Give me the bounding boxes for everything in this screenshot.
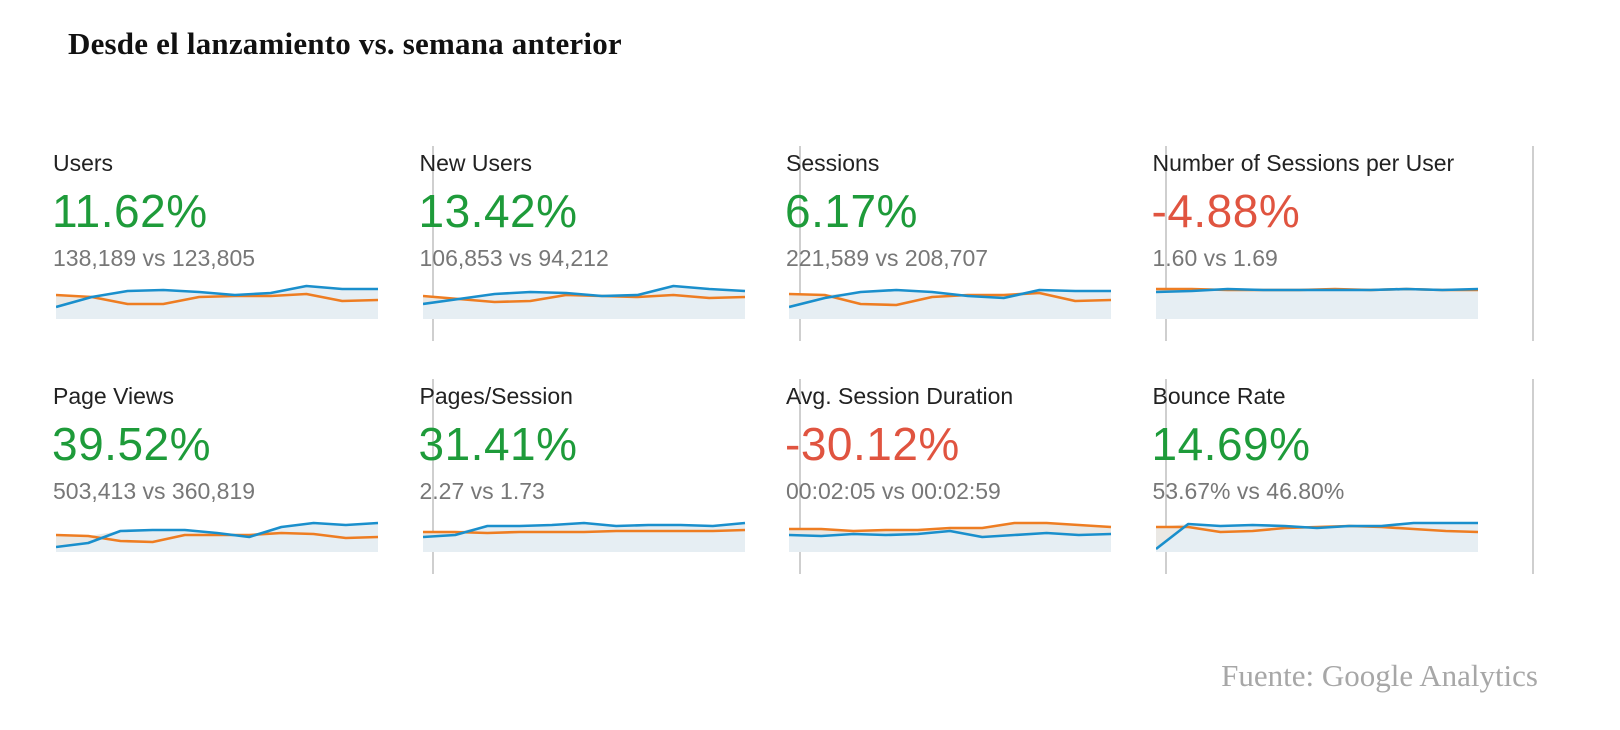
sparkline-previous-line: [56, 292, 379, 306]
sparkline-current-line: [56, 284, 378, 309]
page-title: Desde el lanzamiento vs. semana anterior: [68, 26, 622, 61]
sparkline: [56, 521, 379, 552]
metric-name: Page Views: [53, 383, 175, 409]
sparkline-current-fill: [789, 531, 1111, 552]
sparkline-current-fill: [422, 523, 745, 552]
metric-comparison: 00:02:05 vs 00:02:59: [786, 478, 1001, 504]
sparkline: [1155, 287, 1478, 319]
metric-name: Sessions: [786, 150, 880, 176]
sparkline-current-line: [422, 284, 745, 306]
metric-change: 6.17%: [785, 185, 918, 237]
metric-change: 39.52%: [52, 418, 212, 470]
metric-card-users: Users 11.62% 138,189 vs 123,805: [52, 146, 434, 341]
card-divider: [1165, 379, 1167, 574]
sparkline-current-line: [56, 521, 379, 549]
sparkline: [422, 284, 745, 319]
metric-card-new-users: New Users 13.42% 106,853 vs 94,212: [419, 146, 801, 341]
metric-card-bounce-rate: Bounce Rate 14.69% 53.67% vs 46.80%: [1152, 379, 1534, 574]
sparkline-current-fill: [56, 523, 378, 552]
metric-comparison: 106,853 vs 94,212: [419, 245, 609, 271]
card-divider: [1531, 146, 1534, 341]
source-note: Fuente: Google Analytics: [1221, 658, 1538, 693]
sparkline-current-fill: [1155, 289, 1478, 319]
card-divider: [798, 146, 801, 341]
metric-comparison: 503,413 vs 360,819: [53, 478, 256, 504]
sparkline-current-line: [422, 521, 745, 539]
metric-name: New Users: [419, 150, 532, 176]
metric-name: Number of Sessions per User: [1152, 150, 1455, 176]
sparkline-current-line: [1155, 287, 1478, 294]
card-divider: [432, 146, 434, 341]
metric-card-sessions: Sessions 6.17% 221,589 vs 208,707: [785, 146, 1167, 341]
card-divider: [798, 379, 801, 574]
metric-comparison: 2.27 vs 1.73: [419, 478, 545, 504]
card-divider: [432, 379, 434, 574]
sparkline: [789, 521, 1112, 552]
metric-card-pages-session: Pages/Session 31.41% 2.27 vs 1.73: [419, 379, 801, 574]
metric-comparison: 53.67% vs 46.80%: [1152, 478, 1345, 504]
metric-change: -30.12%: [785, 418, 960, 470]
metric-name: Users: [53, 150, 114, 176]
sparkline-current-fill: [56, 286, 378, 319]
sparkline: [789, 288, 1112, 319]
metric-card-number-of-sessions-per-user: Number of Sessions per User -4.88% 1.60 vs…: [1152, 146, 1534, 341]
sparkline-previous-line: [789, 291, 1112, 307]
metric-comparison: 221,589 vs 208,707: [786, 245, 989, 271]
metric-card-avg-session-duration: Avg. Session Duration -30.12% 00:02:05 vs …: [785, 379, 1167, 574]
sparkline-current-line: [1155, 521, 1478, 551]
metric-change: 13.42%: [418, 185, 578, 237]
metric-change: -4.88%: [1151, 185, 1301, 237]
sparkline: [56, 284, 379, 319]
metric-card-page-views: Page Views 39.52% 503,413 vs 360,819: [52, 379, 434, 574]
metric-comparison: 138,189 vs 123,805: [53, 245, 256, 271]
metric-comparison: 1.60 vs 1.69: [1152, 245, 1278, 271]
metric-name: Pages/Session: [419, 383, 573, 409]
sparkline-current-fill: [422, 286, 745, 319]
sparkline-current-line: [789, 529, 1112, 539]
metric-change: 14.69%: [1151, 418, 1311, 470]
metric-name: Bounce Rate: [1152, 383, 1286, 409]
sparkline-previous-line: [789, 521, 1112, 533]
sparkline-current-fill: [789, 290, 1111, 319]
card-divider: [1531, 379, 1534, 574]
sparkline: [1155, 521, 1478, 552]
sparkline: [422, 521, 745, 552]
sparkline-previous-line: [56, 531, 379, 544]
metric-change: 11.62%: [52, 185, 208, 237]
metric-name: Avg. Session Duration: [786, 383, 1014, 409]
metric-change: 31.41%: [418, 418, 578, 470]
sparkline-current-line: [789, 288, 1111, 309]
card-divider: [1165, 146, 1167, 341]
sparkline-previous-line: [422, 528, 745, 535]
